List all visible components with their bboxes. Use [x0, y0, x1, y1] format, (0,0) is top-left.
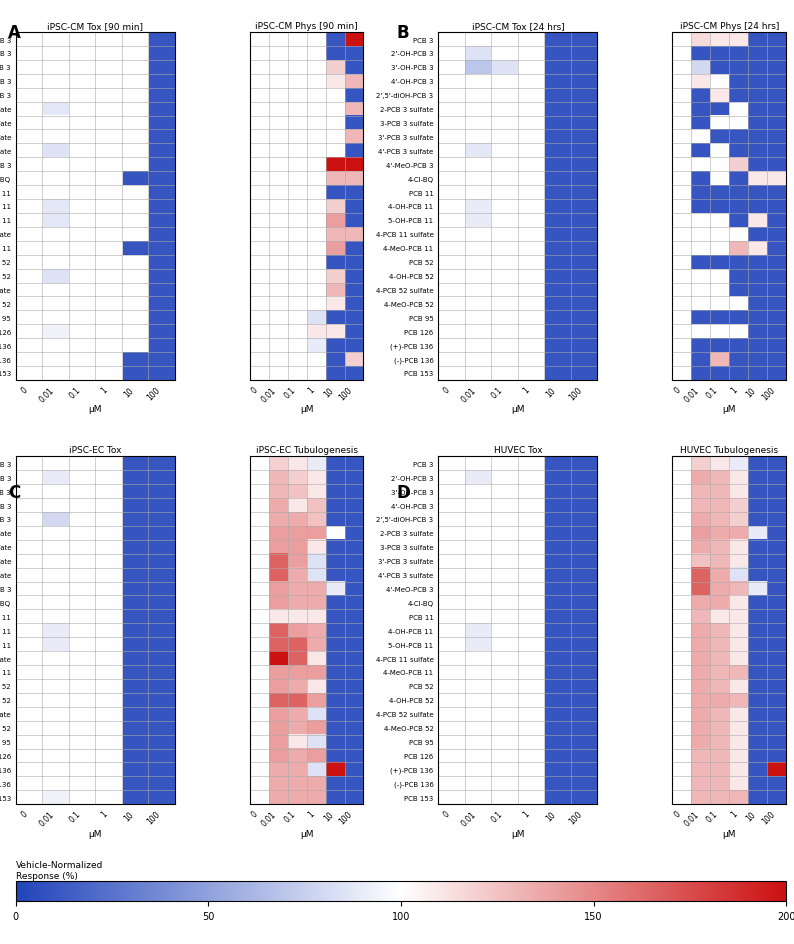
X-axis label: μM: μM: [723, 405, 736, 414]
Title: iPSC-EC Tox: iPSC-EC Tox: [69, 446, 121, 455]
Title: HUVEC Tubulogenesis: HUVEC Tubulogenesis: [680, 446, 778, 455]
Text: Vehicle-Normalized
Response (%): Vehicle-Normalized Response (%): [16, 861, 103, 880]
Title: iPSC-CM Phys [24 hrs]: iPSC-CM Phys [24 hrs]: [680, 22, 779, 31]
Title: iPSC-CM Tox [24 hrs]: iPSC-CM Tox [24 hrs]: [472, 22, 565, 31]
X-axis label: μM: μM: [511, 405, 525, 414]
Title: iPSC-EC Tubulogenesis: iPSC-EC Tubulogenesis: [256, 446, 357, 455]
X-axis label: μM: μM: [89, 405, 102, 414]
Title: HUVEC Tox: HUVEC Tox: [494, 446, 542, 455]
Text: C: C: [8, 483, 20, 501]
X-axis label: μM: μM: [723, 829, 736, 838]
X-axis label: μM: μM: [300, 829, 314, 838]
Title: iPSC-CM Tox [90 min]: iPSC-CM Tox [90 min]: [48, 22, 144, 31]
X-axis label: μM: μM: [300, 405, 314, 414]
Text: A: A: [8, 24, 21, 42]
X-axis label: μM: μM: [89, 829, 102, 838]
Title: iPSC-CM Phys [90 min]: iPSC-CM Phys [90 min]: [256, 22, 358, 31]
Text: B: B: [397, 24, 410, 42]
X-axis label: μM: μM: [511, 829, 525, 838]
Text: D: D: [397, 483, 410, 501]
